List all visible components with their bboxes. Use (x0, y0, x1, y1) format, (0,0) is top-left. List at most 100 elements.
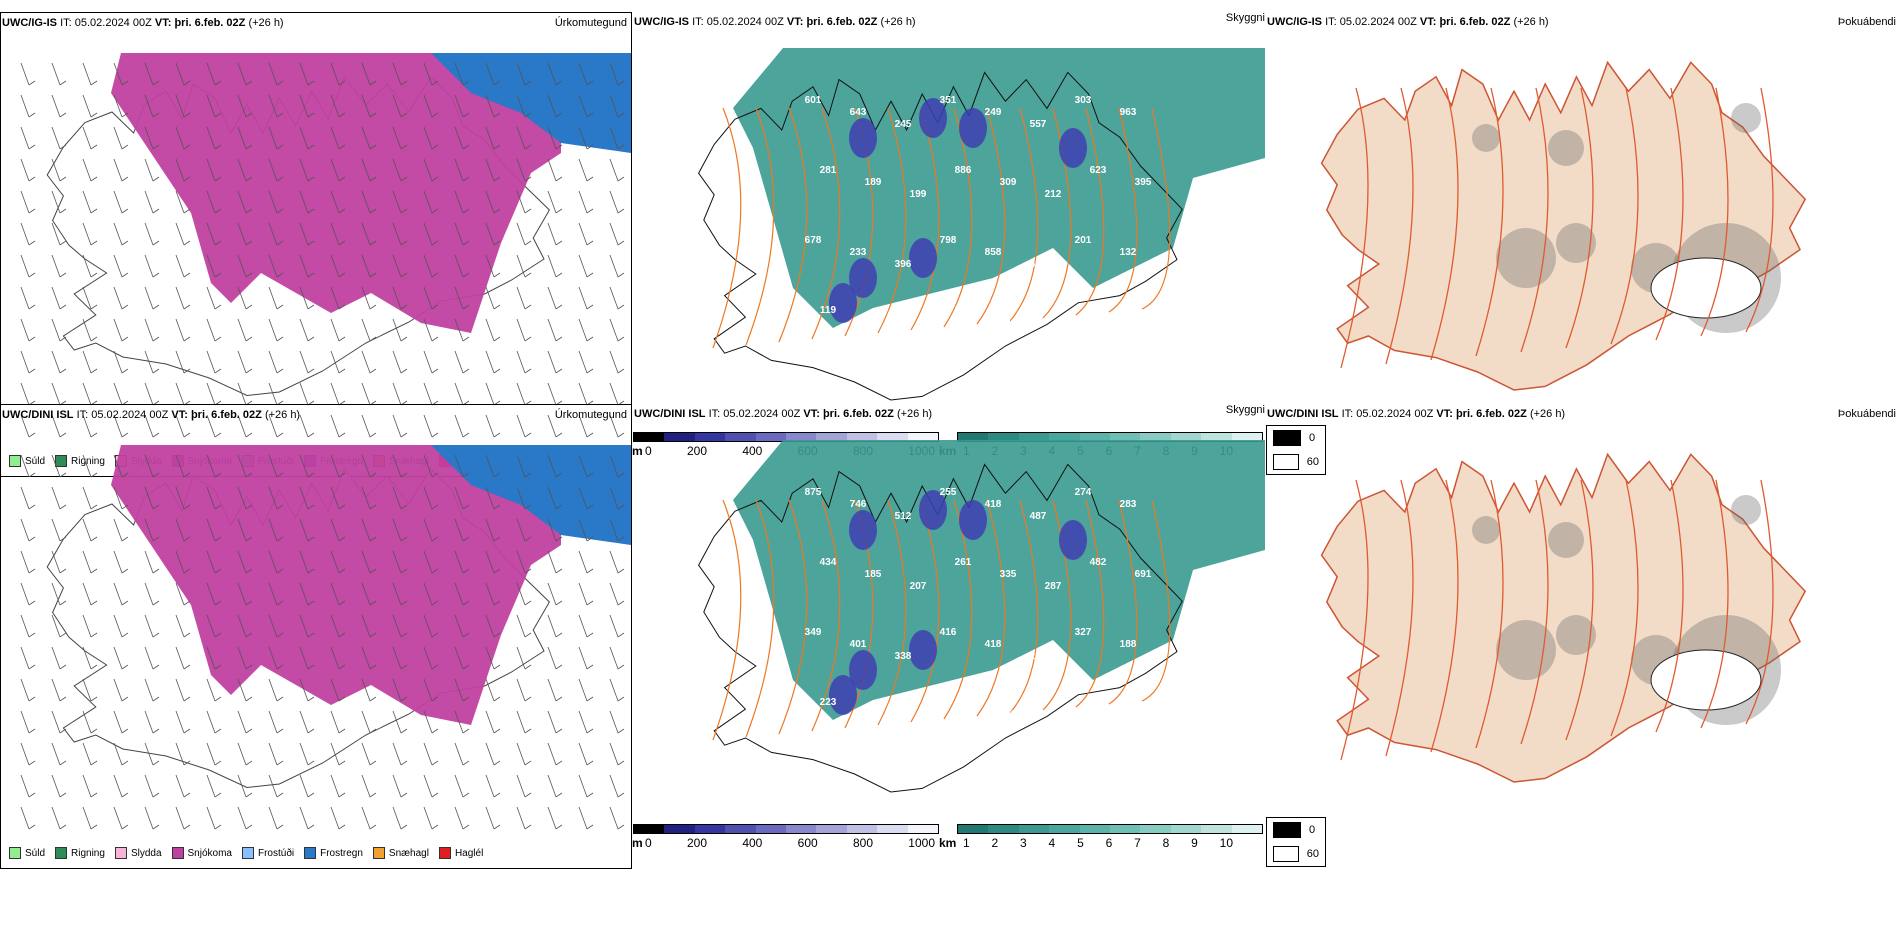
wind-barb (299, 62, 309, 86)
wind-barb-feather (183, 240, 191, 246)
wind-barb-feather (369, 664, 377, 670)
wind-barb (361, 646, 371, 670)
colorbar-tick: 200 (686, 444, 708, 458)
wind-barb-feather (90, 760, 98, 766)
wind-barb (51, 518, 61, 542)
colorbar-step (846, 825, 878, 833)
wind-barb (20, 414, 30, 438)
wind-barb-feather (152, 304, 160, 310)
wind-barb (516, 742, 526, 766)
wind-barb-feather (462, 304, 470, 310)
legend-item: Rigning (55, 847, 105, 859)
wind-barb (299, 222, 309, 246)
wind-barb (175, 190, 185, 214)
wind-barb (82, 646, 92, 670)
colorbar-step (755, 433, 787, 441)
wind-barb-feather (276, 504, 284, 510)
wind-barb-feather (214, 368, 222, 374)
wind-barb-feather (28, 304, 36, 310)
cloudbase-ticks: 0 200 400 600 800 1000 (645, 836, 935, 850)
cloud-base-label: 858 (985, 247, 1002, 258)
wind-barb (20, 518, 30, 542)
wind-barb (206, 486, 216, 510)
wind-barb-feather (28, 728, 36, 734)
wind-barb (82, 518, 92, 542)
wind-barb-feather (369, 240, 377, 246)
wind-barb-feather (59, 304, 67, 310)
wind-barb (268, 454, 278, 478)
wind-barb-feather (524, 728, 532, 734)
wind-barb-feather (121, 368, 129, 374)
wind-barb-feather (152, 368, 160, 374)
wind-barb (330, 550, 340, 574)
wind-barb (175, 774, 185, 798)
wind-barb (299, 806, 309, 830)
wind-barb-feather (338, 696, 346, 702)
wind-barb (206, 94, 216, 118)
wind-barb (20, 222, 30, 246)
wind-barb-feather (307, 304, 315, 310)
wind-barb (20, 614, 30, 638)
wind-barb-feather (90, 792, 98, 798)
low-cloud-area (849, 118, 877, 158)
wind-barb (485, 550, 495, 574)
wind-barb-feather (152, 144, 160, 150)
wind-barb (392, 742, 402, 766)
wind-barb (485, 382, 495, 406)
wind-barb-feather (121, 536, 129, 542)
wind-barb-feather (555, 80, 563, 86)
cloud-base-label: 344 (1000, 317, 1017, 328)
precip-type-panel: UWC/DINI ISL IT: 05.02.2024 00Z VT: þri.… (0, 404, 632, 869)
it-label: IT: (76, 409, 89, 421)
wind-barb-feather (152, 272, 160, 278)
wind-barb-feather (183, 504, 191, 510)
wind-barb-feather (617, 336, 625, 342)
wind-barb (237, 774, 247, 798)
wind-barb (20, 94, 30, 118)
wind-barb (51, 774, 61, 798)
wind-barb (206, 286, 216, 310)
wind-barb-feather (524, 112, 532, 118)
wind-barb (423, 350, 433, 374)
road-line (910, 107, 940, 331)
wind-barb (516, 582, 526, 606)
wind-barb-feather (121, 632, 129, 638)
wind-barb (237, 286, 247, 310)
wind-barb-feather (431, 368, 439, 374)
panel-header: UWC/IG-IS IT: 05.02.2024 00Z VT: þri. 6.… (2, 17, 284, 29)
road-line (1340, 479, 1369, 761)
colorbar-tick: 400 (742, 444, 763, 458)
wind-barb-feather (524, 208, 532, 214)
legend-label: Haglél (454, 847, 484, 859)
wind-barb-feather (28, 632, 36, 638)
wind-barb (51, 254, 61, 278)
wind-barb (609, 414, 619, 438)
wind-barb-feather (617, 536, 625, 542)
wind-barb-feather (183, 568, 191, 574)
wind-barb-feather (59, 208, 67, 214)
wind-barb-feather (152, 336, 160, 342)
road-line (1565, 87, 1594, 349)
wind-barb-feather (431, 760, 439, 766)
wind-barb-feather (152, 632, 160, 638)
wind-barb (237, 678, 247, 702)
wind-barb (578, 614, 588, 638)
wind-barb-feather (214, 472, 222, 478)
colorbar-step (725, 825, 756, 833)
wind-barb-feather (214, 792, 222, 798)
wind-barb (392, 806, 402, 830)
colorbar-step (1231, 825, 1263, 833)
wind-barb (206, 518, 216, 542)
cloud-base-label: 283 (1120, 499, 1137, 510)
wind-barb-feather (431, 208, 439, 214)
wind-barb-feather (183, 728, 191, 734)
wind-barb (144, 286, 154, 310)
wind-barb (113, 158, 123, 182)
it-value: 05.02.2024 00Z (723, 408, 801, 420)
legend-swatch (304, 847, 317, 859)
wind-barb-feather (90, 664, 98, 670)
wind-barb (609, 518, 619, 542)
wind-barb-feather (431, 632, 439, 638)
wind-barb-feather (276, 240, 284, 246)
wind-barb-feather (555, 504, 563, 510)
